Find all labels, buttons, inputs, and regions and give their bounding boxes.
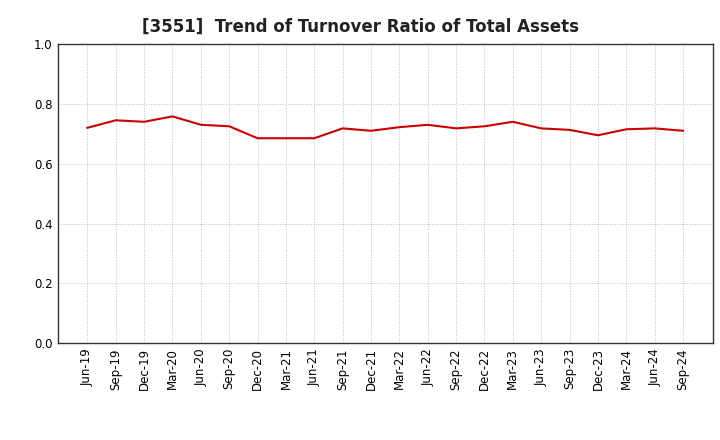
- Text: [3551]  Trend of Turnover Ratio of Total Assets: [3551] Trend of Turnover Ratio of Total …: [142, 18, 578, 36]
